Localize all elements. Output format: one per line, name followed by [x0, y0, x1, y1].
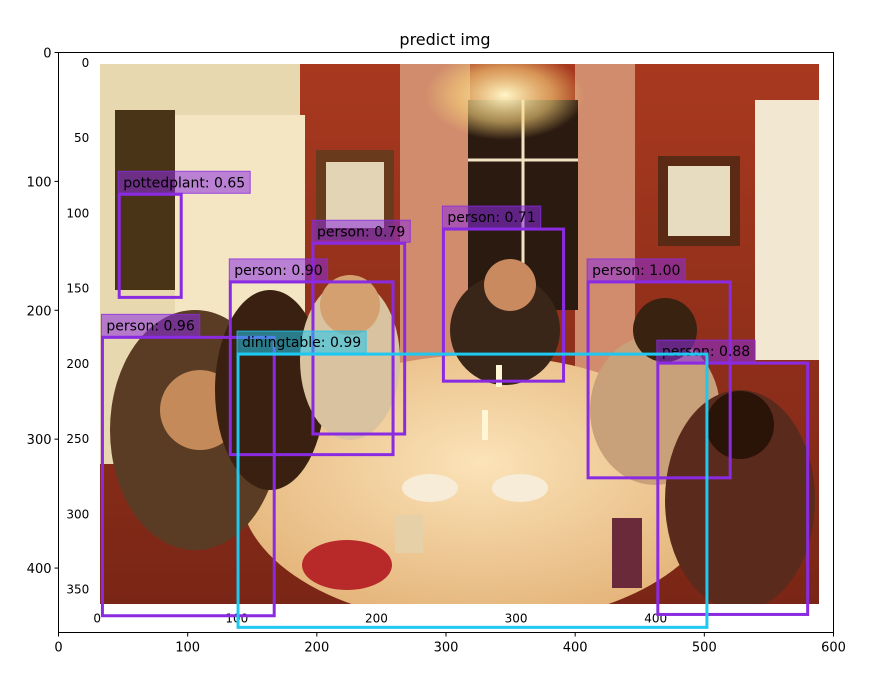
detection-box: [236, 352, 709, 629]
detection-label: person: 0.79: [317, 224, 405, 240]
y-tick-label: 400: [27, 562, 52, 577]
detection: person: 0.96: [100, 313, 276, 618]
detection: person: 0.90: [228, 258, 395, 457]
y-tick-label: 200: [27, 304, 52, 319]
inner-y-tick-label: 300: [66, 507, 89, 521]
inner-x-tick-label: 0: [93, 612, 101, 626]
inner-y-tick-label: 50: [74, 131, 89, 145]
x-tick-label: 0: [54, 641, 62, 656]
detection-box: [100, 335, 276, 618]
detection-label: pottedplant: 0.65: [123, 175, 245, 191]
dinner-photo: [100, 64, 819, 604]
detection-label: person: 1.00: [592, 263, 680, 279]
x-tick-label: 200: [304, 641, 329, 656]
detection: person: 0.71: [441, 205, 566, 383]
detection-label-bg: [441, 205, 542, 229]
detection-label-bg: [100, 313, 201, 337]
x-tick-label: 500: [692, 641, 717, 656]
detection: person: 0.88: [656, 339, 810, 616]
detection-box: [228, 280, 395, 457]
x-tick-label: 100: [175, 641, 200, 656]
x-tick-label: 400: [563, 641, 588, 656]
detection-box: [117, 192, 183, 299]
detection-label-bg: [236, 330, 367, 354]
detection: diningtable: 0.99: [236, 330, 709, 629]
y-tick-label: 100: [27, 175, 52, 190]
detection-box: [656, 361, 810, 616]
y-tick-label: 300: [27, 433, 52, 448]
detection-boxes: pottedplant: 0.65 person: 0.79 person: 0.7…: [100, 170, 810, 629]
inner-x-tick-label: 300: [505, 612, 528, 626]
inner-x-ticks: 0 100 200 300 400: [93, 612, 667, 626]
inner-y-tick-label: 100: [66, 206, 89, 220]
inner-y-tick-label: 350: [66, 583, 89, 597]
detection-label-bg: [586, 258, 686, 282]
y-axis-ticks: 0 100 200 300 400: [27, 47, 59, 577]
x-axis-ticks: 0 100 200 300 400 500 600: [54, 632, 846, 656]
x-tick-label: 600: [821, 641, 846, 656]
detection-box: [441, 227, 566, 383]
detection: person: 0.79: [311, 219, 411, 436]
detection-label-bg: [311, 219, 411, 243]
detection-label: person: 0.88: [662, 344, 750, 360]
inner-y-ticks: 0 50 100 150 200 250 300 350: [66, 56, 89, 597]
detection: person: 1.00: [586, 258, 732, 480]
inner-x-tick-label: 200: [365, 612, 388, 626]
inner-y-tick-label: 0: [82, 56, 90, 70]
chart-title: predict img: [399, 30, 490, 49]
detection-label: person: 0.96: [106, 318, 194, 334]
detection-label: diningtable: 0.99: [242, 335, 361, 351]
inner-y-tick-label: 200: [66, 357, 89, 371]
detection-label-bg: [117, 170, 251, 194]
x-tick-label: 300: [434, 641, 459, 656]
inner-y-tick-label: 250: [66, 432, 89, 446]
detection-label: person: 0.71: [447, 210, 535, 226]
detection-label-bg: [228, 258, 329, 282]
detection-label: person: 0.90: [234, 263, 322, 279]
inner-y-tick-label: 150: [66, 282, 89, 296]
detection: pottedplant: 0.65: [117, 170, 251, 299]
y-tick-label: 0: [43, 47, 51, 62]
